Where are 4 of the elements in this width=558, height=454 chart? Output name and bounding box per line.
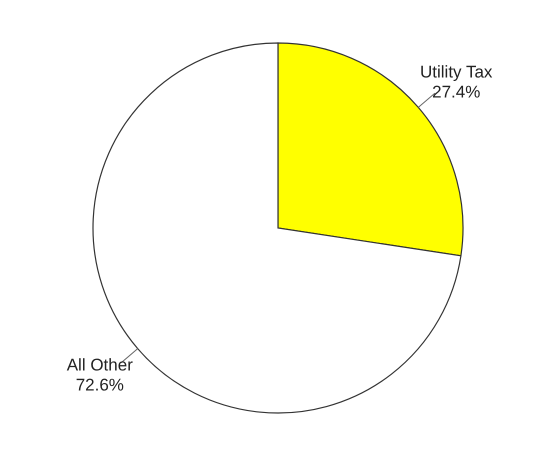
data-label: 72.6%	[76, 376, 124, 395]
data-label: 27.4%	[432, 82, 480, 102]
slice-label: All Other	[66, 356, 134, 375]
slice-label: Utility Tax	[420, 62, 493, 82]
